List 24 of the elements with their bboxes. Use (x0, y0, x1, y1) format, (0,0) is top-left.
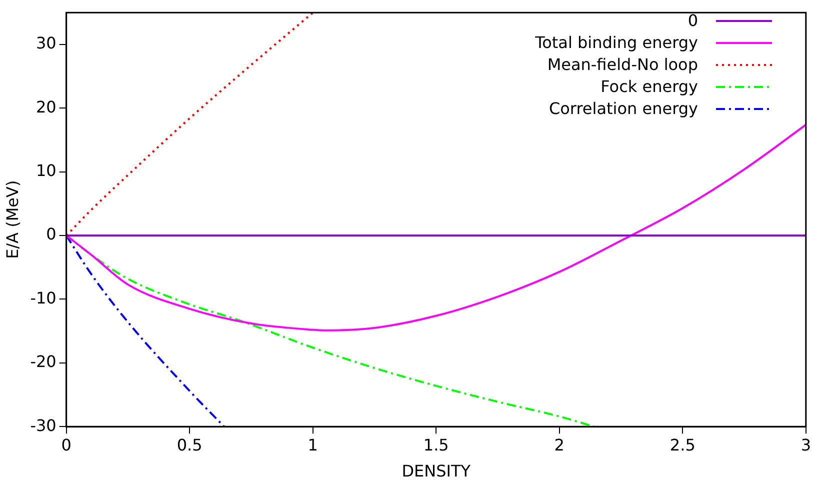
x-axis-title: DENSITY (402, 462, 471, 481)
x-tick-label: 0 (61, 435, 72, 454)
x-tick-label: 1.5 (423, 435, 449, 454)
legend-label: Fock energy (600, 76, 698, 98)
legend-label: Mean-field-No loop (547, 54, 698, 76)
legend-label: Correlation energy (548, 98, 698, 120)
x-tick-label: 3 (800, 435, 812, 454)
line-series (66, 124, 806, 332)
x-tick-label: 0.5 (176, 435, 202, 454)
x-tick-label: 2.5 (670, 435, 696, 454)
y-tick-label: 0 (46, 224, 56, 244)
y-tick-label: -20 (30, 352, 56, 372)
legend-label: 0 (688, 10, 698, 32)
line-series (66, 12, 314, 237)
legend-label: Total binding energy (535, 32, 698, 54)
y-tick-label: 20 (36, 97, 56, 116)
y-tick-label: -30 (30, 416, 56, 435)
line-series (66, 234, 226, 427)
x-tick-label: 2 (554, 435, 564, 454)
y-axis-title: E/A (MeV) (2, 180, 22, 259)
y-tick-label: 10 (36, 160, 56, 180)
y-tick-label: 30 (36, 34, 56, 53)
x-tick-label: 1 (308, 435, 318, 454)
y-tick-label: -10 (30, 288, 56, 308)
